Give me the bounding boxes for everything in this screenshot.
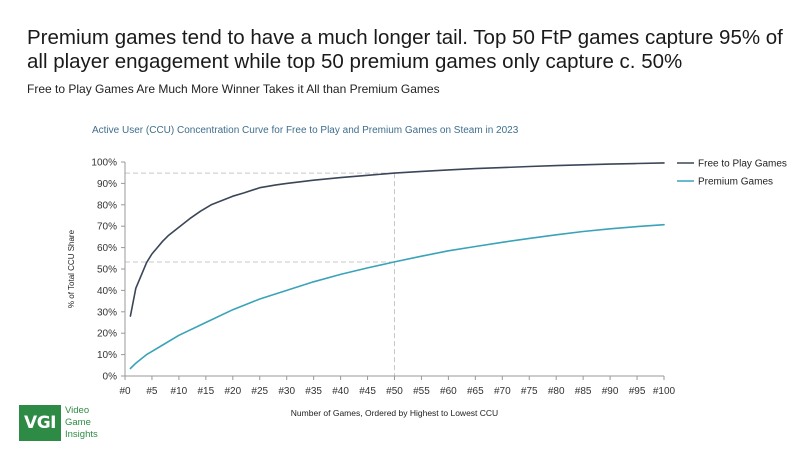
x-tick-label: #20 (224, 386, 241, 397)
series-line-1 (129, 223, 665, 370)
logo-line-1: Video (65, 405, 90, 416)
x-tick-label: #30 (278, 386, 295, 397)
x-tick-label: #75 (521, 386, 538, 397)
vgi-logo: VGI Video Game Insights (19, 405, 98, 441)
subtitle: Free to Play Games Are Much More Winner … (27, 82, 440, 96)
reference-lines (125, 172, 395, 376)
x-tick-label: #5 (146, 386, 158, 397)
x-tick-label: #60 (440, 386, 457, 397)
x-tick-label: #70 (494, 386, 511, 397)
x-tick-label: #80 (548, 386, 565, 397)
vgi-logo-text: Video Game Insights (65, 405, 98, 441)
y-tick-label: 10% (97, 350, 117, 361)
x-tick-label: #100 (653, 386, 676, 397)
y-tick-label: 100% (91, 158, 117, 169)
logo-line-3: Insights (65, 429, 98, 440)
x-tick-label: #95 (629, 386, 646, 397)
legend: Free to Play Games Premium Games (677, 159, 787, 188)
legend-label-0: Free to Play Games (698, 159, 787, 170)
y-tick-label: 40% (97, 286, 117, 297)
x-tick-label: #55 (413, 386, 430, 397)
chart-title: Active User (CCU) Concentration Curve fo… (92, 125, 519, 136)
axes: 0% 10% 20% 30% 40% 50% 60% 70% 80% 90% 100% #0 #5 #10… (67, 158, 676, 419)
y-tick-label: 60% (97, 243, 117, 254)
y-tick-label: 50% (97, 265, 117, 276)
x-axis-label: Number of Games, Ordered by Highest to L… (291, 408, 498, 418)
x-tick-label: #85 (575, 386, 592, 397)
x-tick-label: #0 (119, 386, 131, 397)
y-tick-label: 80% (97, 200, 117, 211)
x-tick-label: #35 (305, 386, 322, 397)
x-tick-label: #50 (386, 386, 403, 397)
x-tick-label: #65 (467, 386, 484, 397)
x-tick-label: #90 (602, 386, 619, 397)
y-tick-label: 20% (97, 329, 117, 340)
headline: Premium games tend to have a much longer… (27, 26, 783, 73)
series-lines (129, 162, 665, 370)
x-tick-label: #45 (359, 386, 376, 397)
y-tick-label: 70% (97, 222, 117, 233)
logo-line-2: Game (65, 417, 91, 428)
x-tick-label: #10 (171, 386, 188, 397)
series-line-0 (129, 162, 665, 317)
x-tick-label: #40 (332, 386, 349, 397)
y-tick-label: 0% (103, 372, 118, 383)
vgi-logo-mark: VGI (19, 405, 61, 441)
y-tick-label: 30% (97, 307, 117, 318)
x-tick-label: #25 (251, 386, 268, 397)
x-tick-label: #15 (198, 386, 215, 397)
y-tick-label: 90% (97, 179, 117, 190)
y-axis-label: % of Total CCU Share (67, 229, 76, 308)
legend-label-1: Premium Games (698, 177, 773, 188)
